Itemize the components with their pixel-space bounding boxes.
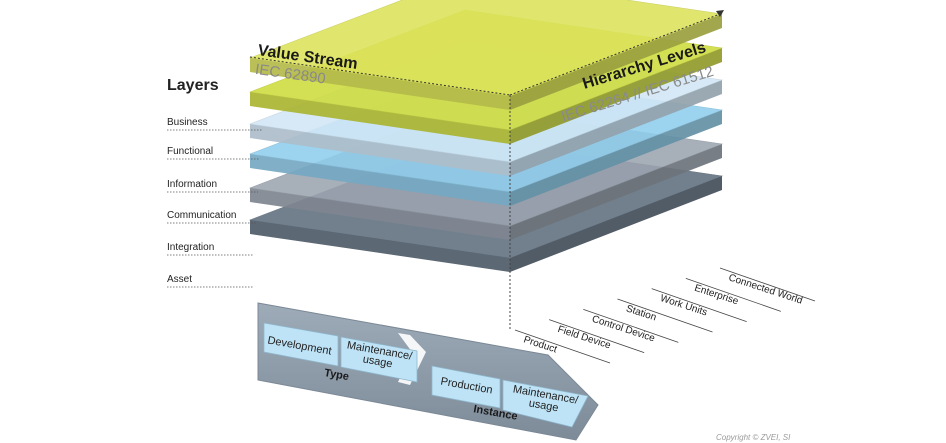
layer-labels: Business Functional Information Communicati… [167,117,263,288]
hierarchy-guide-line [549,319,645,354]
hierarchy-level-enterprise: Enterprise [693,283,740,308]
hierarchy-level-work-units: Work Units [659,293,709,319]
maintenance-type-box [340,336,418,383]
maintenance-instance-box [502,379,589,428]
hierarchy-guide-lines [514,267,816,364]
layer-stack [248,0,724,272]
hierarchy-guide-line [685,277,781,312]
layer-label-functional: Functional [167,146,213,157]
hierarchy-guide-line [514,329,611,364]
layer-business [248,0,724,110]
hierarchy-level-station: Station [625,303,658,323]
layer-label-business: Business [167,117,208,128]
layer-label-integration: Integration [167,242,214,253]
hierarchy-guide-line [719,267,816,302]
copyright-note: Copyright © ZVEI, SI [716,433,791,442]
hierarchy-guide-line [617,298,713,333]
layers-heading: Layers [167,77,219,94]
development-box [263,322,339,367]
hierarchy-level-connected-world: Connected World [727,272,804,306]
value-stream-band: Development Maintenance/usage Production… [257,302,599,441]
hierarchy-guide-line [583,308,679,343]
hierarchy-guide-line [651,288,747,323]
layer-label-communication: Communication [167,210,236,221]
layer-label-information: Information [167,179,217,190]
type-label: Type [323,367,350,383]
top-axes [249,10,724,330]
production-box [431,365,501,409]
layer-label-asset: Asset [167,274,192,285]
